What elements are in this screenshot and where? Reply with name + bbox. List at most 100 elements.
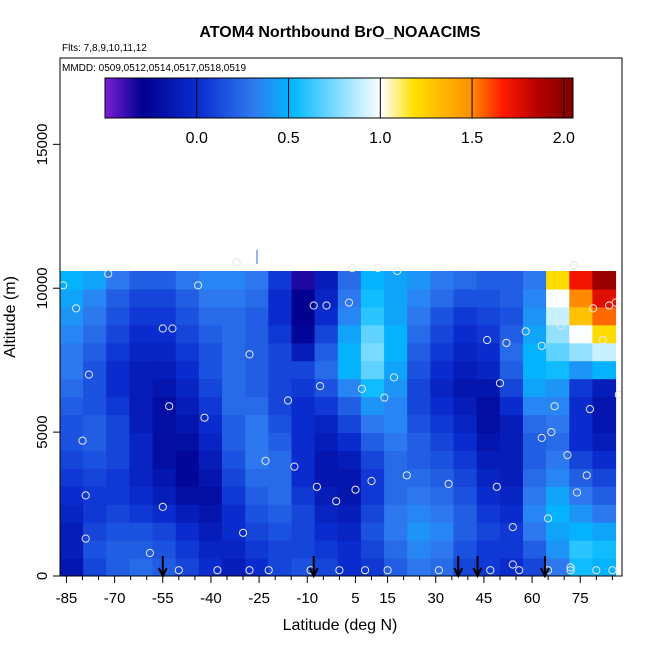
heatmap-cell <box>268 432 292 451</box>
heatmap-cell <box>546 540 570 559</box>
heatmap-cell <box>198 342 223 362</box>
sample-point <box>373 264 382 273</box>
heatmap-cell <box>384 540 408 559</box>
heatmap-cell <box>314 288 339 308</box>
heatmap-cell <box>152 486 177 505</box>
heatmap-cell <box>106 432 130 451</box>
heatmap-cell <box>499 306 524 326</box>
heatmap-cell <box>268 396 292 416</box>
heatmap-cell <box>569 450 593 469</box>
heatmap-cell <box>198 468 223 487</box>
heatmap-cell <box>198 540 223 559</box>
heatmap-cell <box>476 271 501 290</box>
heatmap-cell <box>337 378 362 398</box>
heatmap-cell <box>198 558 223 576</box>
heatmap-cell <box>430 360 455 380</box>
heatmap-cell <box>152 324 177 344</box>
heatmap-cell <box>337 432 362 451</box>
heatmap-cell <box>337 414 362 433</box>
heatmap-cell <box>592 342 617 362</box>
heatmap-cell <box>430 540 455 559</box>
sample-point <box>521 327 530 336</box>
heatmap-cell <box>430 504 455 523</box>
heatmap-cell <box>453 271 478 290</box>
heatmap-cell <box>314 342 339 362</box>
heatmap-cell <box>592 306 617 326</box>
heatmap-cell <box>152 360 177 380</box>
heatmap-cell <box>106 306 130 326</box>
heatmap-cell <box>106 558 130 576</box>
heatmap-cell <box>384 306 408 326</box>
heatmap-cell <box>523 450 547 469</box>
heatmap-cell <box>268 378 292 398</box>
heatmap-cell <box>523 396 547 416</box>
heatmap-cell <box>453 432 478 451</box>
heatmap-cell <box>83 288 107 308</box>
heatmap-cell <box>245 468 269 487</box>
heatmap-cell <box>60 486 84 505</box>
heatmap-cell <box>152 396 177 416</box>
heatmap-cell <box>314 324 339 344</box>
heatmap-cell <box>337 558 362 576</box>
heatmap-cell <box>152 306 177 326</box>
heatmap-cell <box>198 378 223 398</box>
heatmap-cell <box>592 486 617 505</box>
heatmap-cell <box>337 504 362 523</box>
heatmap-cell <box>222 432 246 451</box>
sample-point <box>566 563 575 572</box>
sample-point <box>213 566 222 575</box>
sample-points <box>60 258 622 575</box>
sample-point <box>158 324 167 333</box>
heatmap-cell <box>129 342 154 362</box>
heatmap-cell <box>198 288 223 308</box>
heatmap-cell <box>129 450 154 469</box>
heatmap-cell <box>523 414 547 433</box>
heatmap-cell <box>222 378 246 398</box>
colorbar <box>104 77 574 119</box>
heatmap-cell <box>337 540 362 559</box>
heatmap-cell <box>546 342 570 362</box>
heatmap-cell <box>569 396 593 416</box>
heatmap-cell <box>175 306 200 326</box>
heatmap-cell <box>291 450 316 469</box>
sample-point <box>283 396 293 405</box>
heatmap-cell <box>546 504 570 523</box>
heatmap-cell <box>476 468 501 487</box>
heatmap-cell <box>314 504 339 523</box>
heatmap-cell <box>106 324 130 344</box>
heatmap-cell <box>60 396 84 416</box>
heatmap-cell <box>569 558 593 576</box>
sample-point <box>348 264 357 273</box>
heatmap-cell <box>198 396 223 416</box>
heatmap-cell <box>592 522 617 541</box>
y-tick-label: 10000 <box>34 267 51 309</box>
heatmap-cell <box>407 540 431 559</box>
heatmap-cell <box>245 288 269 308</box>
heatmap-cell <box>337 522 362 541</box>
heatmap-cell <box>384 486 408 505</box>
heatmap-cell <box>106 504 130 523</box>
heatmap-cell <box>129 432 154 451</box>
heatmap-cell <box>569 342 593 362</box>
sample-point <box>245 566 254 575</box>
heatmap-cell <box>592 360 617 380</box>
sample-point <box>145 548 154 558</box>
heatmap-cell <box>430 271 455 290</box>
heatmap-cell <box>384 522 408 541</box>
colorbar-tick-label: 0.0 <box>186 130 208 147</box>
heatmap-cell <box>407 486 431 505</box>
sample-point <box>569 261 578 270</box>
heatmap-cell <box>314 271 339 290</box>
heatmap-cell <box>175 396 200 416</box>
dates-label: MMDD: 0509,0512,0514,0517,0518,0519 <box>62 63 246 74</box>
heatmap-cell <box>430 324 455 344</box>
heatmap-cell <box>83 432 107 451</box>
heatmap-cell <box>245 396 269 416</box>
heatmap-cell <box>175 378 200 398</box>
heatmap-cell <box>453 540 478 559</box>
heatmap-cell <box>569 378 593 398</box>
heatmap-cell <box>152 432 177 451</box>
heatmap-cell <box>407 306 431 326</box>
x-tick-label: 75 <box>572 590 589 607</box>
heatmap-cell <box>175 522 200 541</box>
